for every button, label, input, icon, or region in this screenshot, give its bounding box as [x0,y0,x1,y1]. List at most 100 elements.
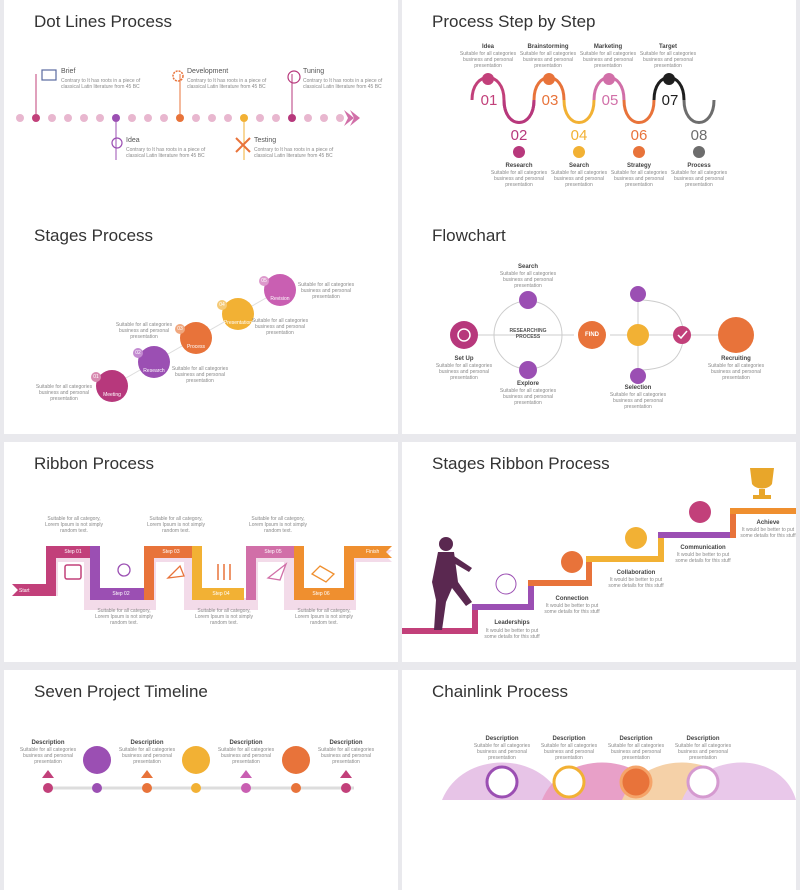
stage-desc: It would be better to put some details f… [675,552,731,564]
badge [217,300,227,310]
badge [91,372,101,382]
ribbon-step [144,546,192,558]
stage-desc: Suitable for all categories business and… [115,322,173,340]
desc-text: Suitable for all categories business and… [217,747,275,765]
cloud-upload-icon [485,765,519,799]
step-desc: Suitable for all categories business and… [550,170,608,188]
slide-chainlink-process[interactable]: Chainlink Process Description Suitable f… [402,670,796,890]
ribbon-step [46,546,90,558]
person-icon [630,368,646,384]
slide-process-step-by-step[interactable]: Process Step by Step 01 03 05 07 02 04 0… [402,0,796,220]
search-node-icon [519,291,537,309]
node-label: Search [517,264,538,270]
desc-text: Suitable for all categories business and… [118,747,176,765]
marker-triangle [240,770,252,778]
step-desc: Suitable for all categories business and… [459,51,517,69]
stage-label: Presentation [223,320,253,326]
desc-title: Description [229,740,263,746]
stage-desc: It would be better to put some details f… [544,603,600,615]
node-label: Recruiting [721,356,751,362]
slide-stages-process[interactable]: Stages Process 01 02 03 04 05 Meeting Re… [4,214,398,434]
chainlink-graphic [442,762,796,800]
stage-label: Revision [270,296,290,302]
node-label: Selection [624,385,652,391]
dot [208,114,216,122]
dot-line-graphic [16,69,360,160]
gear-icon [172,70,184,82]
stage-label: Meeting [103,392,121,398]
step-desc: Suitable for all category, Lorem Ipsum i… [146,516,206,534]
step-label: Idea [126,137,140,144]
megaphone-icon [166,564,185,579]
dot [192,114,200,122]
dot [80,114,88,122]
dot [224,114,232,122]
step-number: 01 [480,92,498,109]
slide-title: Dot Lines Process [34,12,172,31]
stair-step [586,556,664,562]
step-label: Step 02 [112,591,130,597]
desc-title: Description [329,740,363,746]
timeline-dot [142,783,152,793]
arrow-head [344,110,354,126]
lightbulb-icon [482,73,494,85]
slide-seven-project-timeline[interactable]: Seven Project Timeline Description Suita… [4,670,398,890]
person-icon [630,286,646,302]
desc-text: Suitable for all categories business and… [607,743,665,761]
gear-icon [693,146,705,158]
ribbon-step [96,588,144,600]
slide-dot-lines-process[interactable]: Dot Lines Process [4,0,398,220]
step-label: Marketing [593,44,623,50]
team-icon [625,527,647,549]
step-number: 04 [570,127,588,144]
stage-label: Process [186,344,206,350]
dot [336,114,344,122]
marker-triangle [42,770,54,778]
stair-step [402,628,478,634]
step-desc: Suitable for all category, Lorem Ipsum i… [294,608,354,626]
money-icon [310,565,336,583]
slide-ribbon-process[interactable]: Ribbon Process Start Finish Step 01 Step… [4,442,398,662]
marker-triangle [340,770,352,778]
ribbon-graphic [12,546,392,610]
step-desc: Contrary to It has roots in a piece of c… [126,147,206,159]
node-desc: Suitable for all categories business and… [707,363,765,381]
slide-title: Process Step by Step [432,12,596,31]
dot [64,114,72,122]
timeline-dot [92,783,102,793]
trophy-icon [750,468,774,499]
dot [288,114,296,122]
step-label: Brainstorming [527,44,569,50]
badge [133,348,143,358]
step-number: 06 [630,127,648,144]
desc-text: Suitable for all categories business and… [674,743,732,761]
stair-step [472,604,534,610]
slide-title: Stages Ribbon Process [432,454,610,473]
dot [16,114,24,122]
step-label: Research [505,163,533,169]
stage-num: 01 [93,374,99,380]
dot [320,114,328,122]
dot [144,114,152,122]
stage-label: Collaboration [616,570,656,576]
step-desc: Suitable for all category, Lorem Ipsum i… [194,608,254,626]
stage-num: 04 [219,302,225,308]
node-desc: Suitable for all categories business and… [499,271,557,289]
headset-icon [689,501,711,523]
desc-title: Description [686,736,720,742]
step-label: Brief [61,68,76,75]
step-number: 05 [601,92,619,109]
desc-title: Description [619,736,653,742]
stair-step [528,580,592,586]
paper-plane-icon [266,562,288,581]
stage-desc: It would be better to put some details f… [608,577,664,589]
stage-label: Leaderships [494,620,530,626]
step-desc: Suitable for all categories business and… [639,51,697,69]
stair-step [730,508,796,514]
stage-desc: Suitable for all categories business and… [251,318,309,336]
slide-flowchart[interactable]: Flowchart RESEARCHING PROCESS FIND Searc… [402,214,796,434]
slide-stages-ribbon-process[interactable]: Stages Ribbon Process Leaderships It wou… [402,442,796,662]
find-label: FIND [585,332,599,338]
ribbon-step [246,546,294,558]
step-label: Idea [481,44,494,50]
